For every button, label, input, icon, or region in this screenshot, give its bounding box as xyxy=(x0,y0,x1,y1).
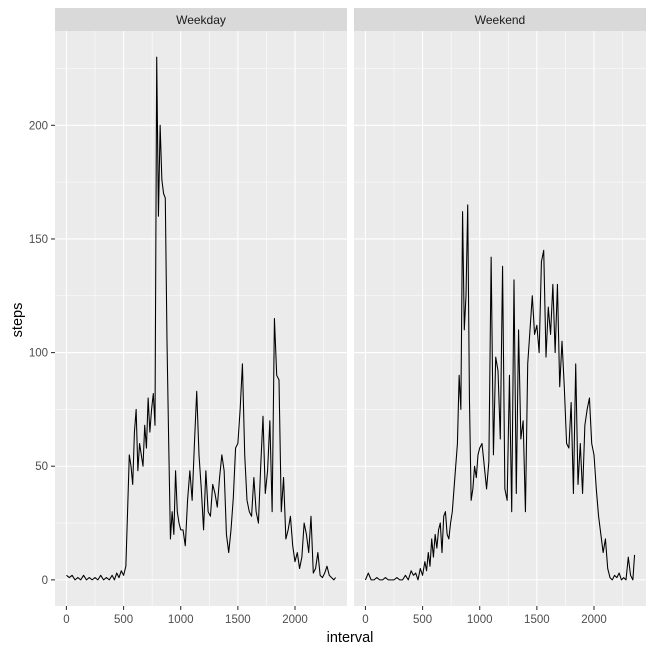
panel-weekend: Weekend 0 500 1000 1500 2000 xyxy=(354,8,646,626)
x-tick-label: 500 xyxy=(413,614,432,626)
x-tick-label: 2000 xyxy=(282,614,308,626)
y-axis: 0 50 100 150 200 xyxy=(29,120,55,587)
x-tick-label: 1000 xyxy=(168,614,194,626)
facet-strip xyxy=(55,8,347,31)
x-tick-label: 2000 xyxy=(581,614,607,626)
x-tick-label: 1000 xyxy=(467,614,493,626)
x-axis-title: interval xyxy=(327,630,374,646)
y-tick-label: 150 xyxy=(29,234,48,246)
series-line-weekday xyxy=(66,56,336,581)
facet-strip-label: Weekend xyxy=(475,13,525,27)
panel-weekday: Weekday 0 500 1000 1500 2000 xyxy=(55,8,347,626)
x-tick-label: 1500 xyxy=(524,614,550,626)
y-tick-label: 100 xyxy=(29,348,48,360)
panels: Weekday 0 500 1000 1500 2000 Weekend 0 500 1000 15… xyxy=(55,8,646,626)
y-tick-label: 50 xyxy=(35,461,48,473)
panel-background xyxy=(55,31,347,606)
x-tick-label: 0 xyxy=(63,614,69,626)
panel-background xyxy=(354,31,646,606)
y-tick-label: 0 xyxy=(42,575,48,587)
series-line-weekend xyxy=(364,204,636,581)
x-tick-label: 1500 xyxy=(225,614,251,626)
x-tick-label: 0 xyxy=(362,614,368,626)
y-axis-title: steps xyxy=(10,303,26,338)
x-tick-label: 500 xyxy=(114,614,133,626)
axes: interval steps 0 50 100 150 200 xyxy=(10,120,373,646)
facet-strip-label: Weekday xyxy=(176,13,226,27)
y-tick-label: 200 xyxy=(29,120,48,132)
facet-strip xyxy=(354,8,646,31)
